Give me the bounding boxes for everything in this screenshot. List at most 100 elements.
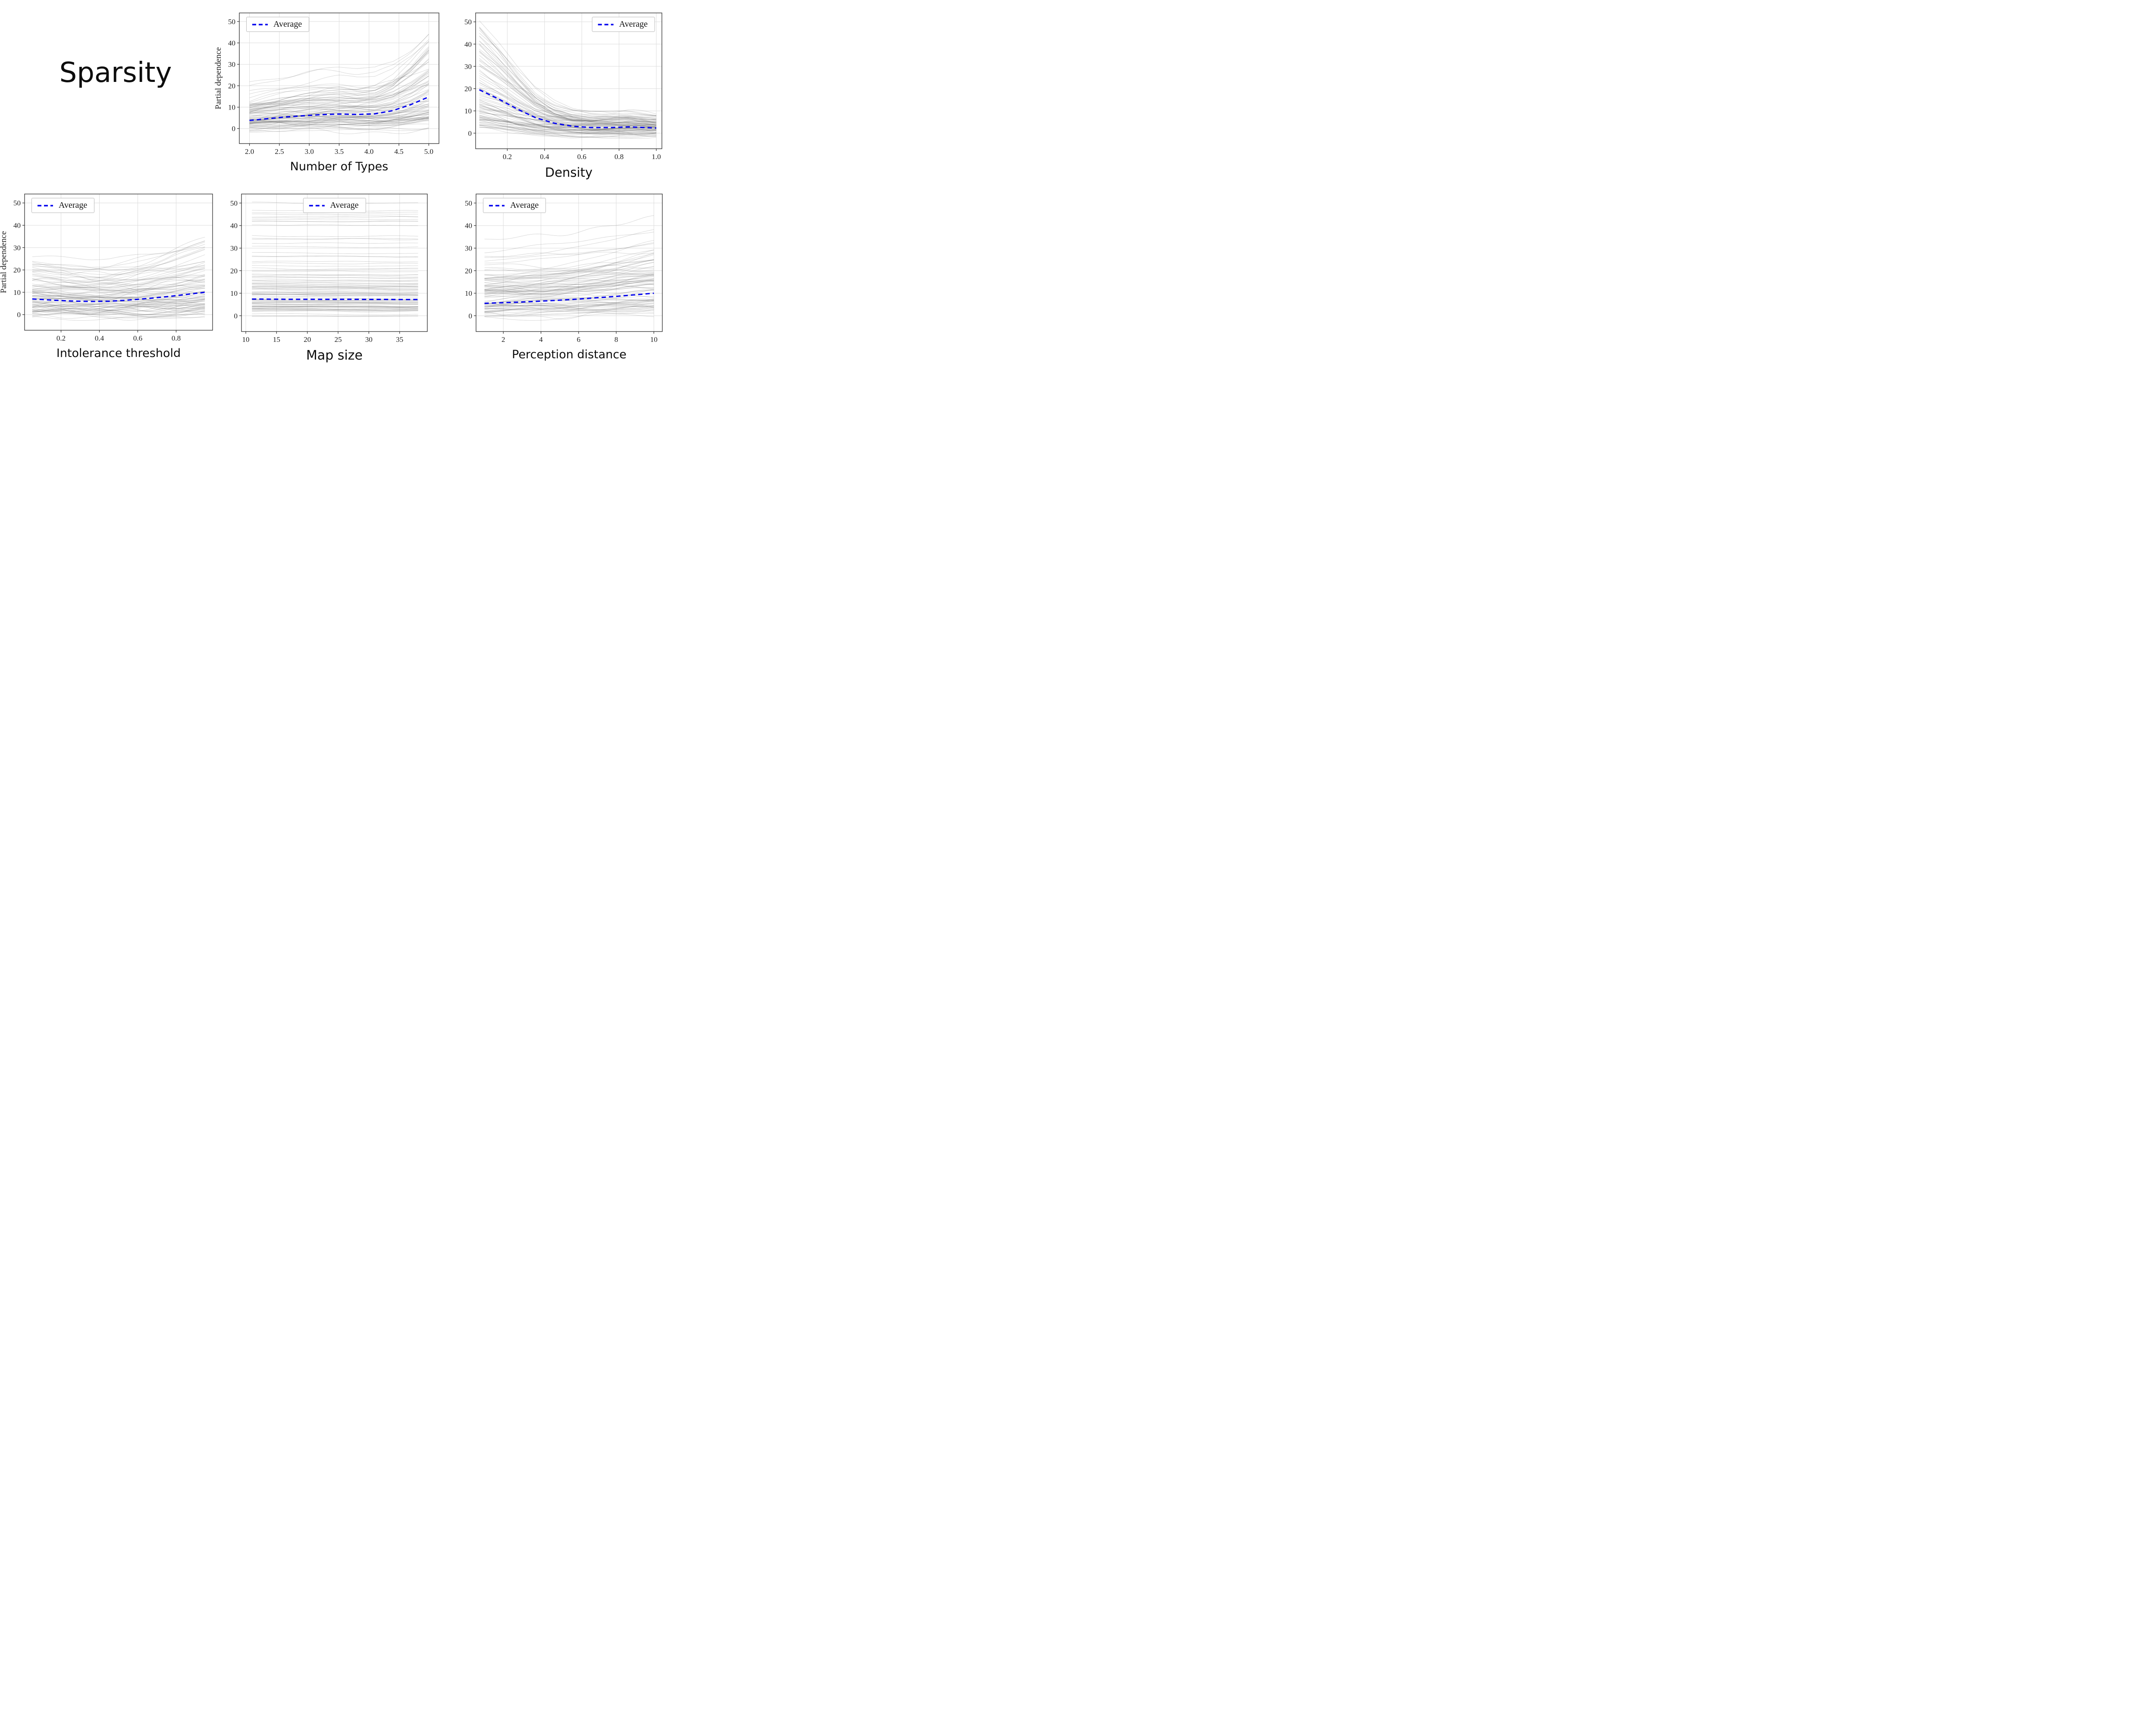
legend-box: Average (303, 198, 366, 213)
ice-curves (484, 215, 654, 321)
x-tick-labels: 2 4 6 8 10 (501, 335, 658, 344)
svg-text:4.5: 4.5 (394, 147, 403, 156)
grid (476, 13, 662, 149)
svg-text:2.5: 2.5 (275, 147, 284, 156)
svg-text:15: 15 (273, 335, 280, 344)
svg-text:35: 35 (396, 335, 403, 344)
svg-text:10: 10 (13, 288, 21, 297)
axis-ticks (473, 22, 657, 151)
svg-text:2: 2 (501, 335, 505, 344)
ice-curves (252, 202, 418, 317)
grid (241, 194, 427, 332)
axes-frame (24, 194, 213, 331)
svg-text:0: 0 (232, 125, 236, 133)
svg-text:0.8: 0.8 (172, 334, 181, 342)
svg-text:5.0: 5.0 (424, 147, 433, 156)
svg-text:30: 30 (228, 60, 235, 69)
axis-ticks (237, 21, 429, 146)
svg-text:0.6: 0.6 (133, 334, 142, 342)
x-axis-label: Number of Types (290, 160, 389, 173)
plot-area: 10 15 20 25 30 35 0 10 20 30 40 50 (216, 189, 432, 346)
y-tick-labels: 0 10 20 30 40 50 (464, 18, 472, 138)
svg-text:30: 30 (465, 244, 472, 253)
axes-frame (241, 194, 428, 332)
svg-text:0.4: 0.4 (540, 153, 549, 161)
svg-text:0.2: 0.2 (56, 334, 66, 342)
svg-text:20: 20 (464, 85, 472, 93)
svg-text:6: 6 (577, 335, 581, 344)
svg-text:0.4: 0.4 (95, 334, 104, 342)
grid (239, 13, 439, 144)
svg-text:30: 30 (230, 244, 238, 253)
svg-text:40: 40 (464, 40, 472, 48)
svg-text:20: 20 (304, 335, 311, 344)
grid (25, 194, 213, 330)
svg-text:50: 50 (465, 199, 472, 207)
svg-text:40: 40 (228, 39, 235, 47)
average-line-sample (489, 204, 505, 207)
svg-text:10: 10 (650, 335, 658, 344)
chart-canvas: 0.2 0.4 0.6 0.8 0 10 20 30 40 50 Partial dependenc… (0, 194, 213, 342)
figure-root: Sparsity 2.0 2.5 3.0 3.5 4.0 4.5 5.0 0 10 20 30 40 5… (0, 0, 666, 365)
figure-title: Sparsity (59, 57, 172, 89)
ice-curves (249, 34, 429, 134)
svg-text:0: 0 (468, 129, 472, 138)
svg-text:4.0: 4.0 (364, 147, 373, 156)
plot-area: 0.2 0.4 0.6 0.8 0 10 20 30 40 50 Partial dependenc… (0, 189, 218, 345)
average-line-sample (252, 23, 268, 25)
svg-text:3.0: 3.0 (305, 147, 314, 156)
legend-box: Average (246, 17, 310, 32)
axes-frame (475, 13, 662, 149)
axis-ticks (239, 203, 400, 334)
x-axis-label: Intolerance threshold (56, 347, 181, 360)
legend-box: Average (483, 198, 546, 213)
svg-text:40: 40 (13, 222, 21, 230)
legend-box: Average (592, 17, 655, 32)
chart-map-size: 10 15 20 25 30 35 0 10 20 30 40 50 Average Map size (216, 189, 432, 363)
y-axis-label: Partial dependence (214, 47, 223, 109)
x-axis-label: Map size (306, 348, 363, 363)
x-tick-labels: 10 15 20 25 30 35 (242, 335, 403, 344)
plot-area: 0.2 0.4 0.6 0.8 1.0 0 10 20 30 40 50 (450, 8, 666, 163)
legend-label: Average (510, 200, 539, 210)
svg-text:25: 25 (335, 335, 342, 344)
svg-text:20: 20 (465, 267, 472, 275)
svg-text:0: 0 (17, 311, 21, 319)
x-tick-labels: 0.2 0.4 0.6 0.8 1.0 (503, 153, 661, 161)
svg-text:3.5: 3.5 (335, 147, 344, 156)
svg-text:30: 30 (13, 244, 21, 252)
average-line-sample (38, 204, 53, 207)
svg-text:4: 4 (539, 335, 543, 344)
y-tick-labels: 0 10 20 30 40 50 (13, 199, 21, 319)
average-line (252, 298, 418, 300)
svg-text:0: 0 (469, 312, 473, 320)
y-tick-labels: 0 10 20 30 40 50 (230, 199, 238, 320)
average-line-sample (598, 23, 614, 25)
chart-density: 0.2 0.4 0.6 0.8 1.0 0 10 20 30 40 50 Average Densi… (450, 8, 666, 180)
svg-text:0.8: 0.8 (614, 153, 624, 161)
axes-frame (476, 194, 663, 332)
svg-text:0.2: 0.2 (503, 153, 512, 161)
svg-text:0.6: 0.6 (577, 153, 586, 161)
svg-text:30: 30 (464, 63, 472, 71)
average-line (479, 89, 657, 129)
average-line-sample (309, 204, 325, 207)
chart-canvas: 0.2 0.4 0.6 0.8 1.0 0 10 20 30 40 50 (464, 13, 662, 161)
legend-label: Average (619, 19, 648, 29)
svg-text:10: 10 (242, 335, 249, 344)
svg-text:50: 50 (464, 18, 472, 26)
chart-canvas: 10 15 20 25 30 35 0 10 20 30 40 50 (230, 194, 428, 344)
y-tick-labels: 0 10 20 30 40 50 (465, 199, 472, 320)
svg-text:0: 0 (234, 312, 238, 320)
legend-label: Average (59, 200, 88, 210)
svg-text:50: 50 (230, 199, 238, 207)
x-tick-labels: 0.2 0.4 0.6 0.8 (56, 334, 181, 342)
svg-text:8: 8 (614, 335, 618, 344)
svg-text:1.0: 1.0 (652, 153, 661, 161)
svg-text:10: 10 (465, 289, 472, 297)
svg-text:10: 10 (464, 107, 472, 115)
ice-curves (32, 237, 205, 321)
svg-text:20: 20 (13, 266, 21, 274)
plot-area: 2 4 6 8 10 0 10 20 30 40 50 (450, 189, 666, 346)
y-axis-label: Partial dependence (0, 231, 8, 293)
